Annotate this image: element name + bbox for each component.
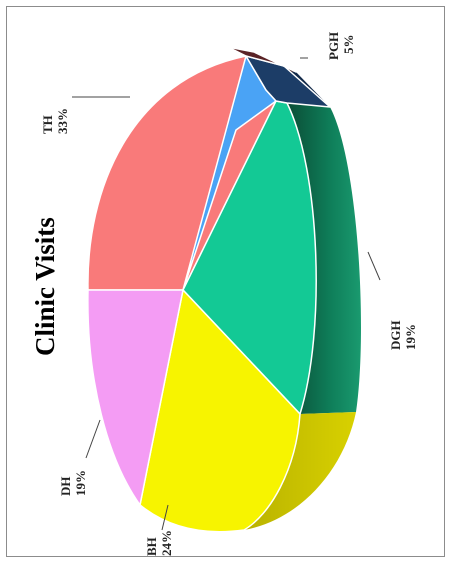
- label-bh: BH 24%: [144, 530, 174, 556]
- chart-title: Clinic Visits: [30, 217, 60, 356]
- label-dh: DH 19%: [58, 470, 88, 496]
- label-pgh: PGH 5%: [326, 29, 356, 60]
- pie-slice-dgh: [182, 100, 317, 415]
- pie-slice-th: [87, 55, 277, 291]
- leader-dgh: [367, 251, 381, 281]
- pie-slice-bh: [139, 289, 301, 533]
- label-dgh: DGH 19%: [388, 317, 418, 350]
- pie-slice-dh: [87, 289, 184, 506]
- leader-bh: [161, 504, 169, 531]
- pie-side-dgh: [287, 103, 361, 414]
- pie-slice-dark: [227, 46, 297, 73]
- leader-dh: [85, 419, 101, 459]
- label-th: TH 33%: [40, 108, 70, 134]
